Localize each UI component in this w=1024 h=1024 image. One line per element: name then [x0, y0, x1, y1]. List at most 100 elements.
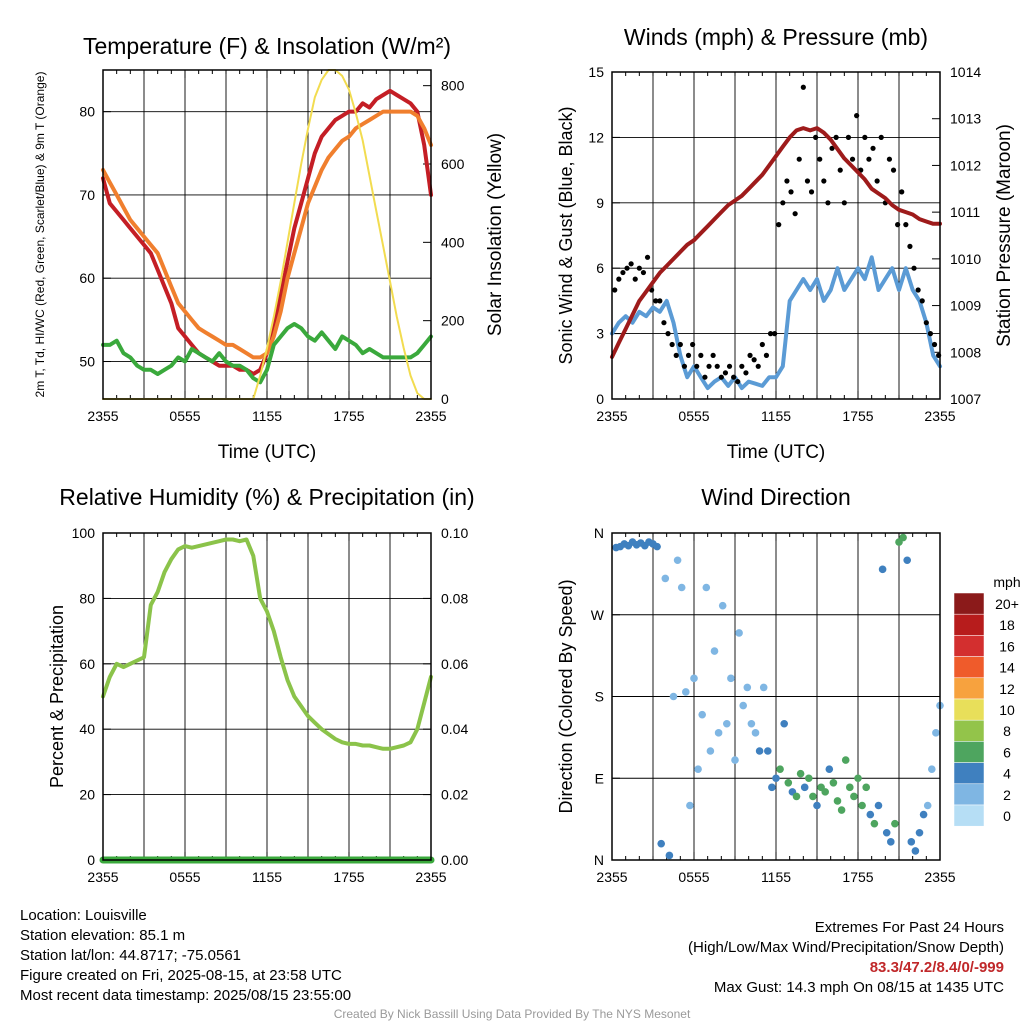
- colorbar-swatch: [953, 677, 985, 700]
- direction-point: [878, 565, 887, 574]
- direction-point: [874, 801, 883, 810]
- colorbar-swatch: [953, 762, 985, 785]
- y-tick-label: 9: [596, 195, 604, 211]
- gust-point: [808, 189, 815, 195]
- y2-tick-label: 0.02: [441, 787, 468, 803]
- direction-point: [727, 674, 735, 683]
- direction-point: [800, 783, 809, 792]
- y2-tick-label: 1007: [950, 391, 981, 407]
- chart-title: Wind Direction: [701, 484, 851, 510]
- x-axis-label: Time (UTC): [218, 442, 317, 463]
- direction-point: [907, 838, 916, 846]
- direction-point: [825, 765, 834, 773]
- gust-point: [837, 167, 843, 173]
- colorbar-label: 12: [999, 681, 1015, 697]
- y-tick-label: 100: [72, 525, 96, 541]
- recent-data-text: Most recent data timestamp: 2025/08/15 2…: [20, 987, 352, 1004]
- x-tick-label: 2355: [596, 408, 627, 424]
- gust-point: [624, 265, 630, 271]
- direction-point: [677, 583, 686, 592]
- colorbar-swatch: [953, 592, 985, 615]
- gust-point: [755, 363, 761, 369]
- colorbar-swatch: [953, 656, 985, 679]
- gust-point: [706, 363, 712, 369]
- x-tick-label: 1755: [333, 869, 364, 885]
- chart-1: Temperature (F) & Insolation (W/m²)2355 0…: [33, 33, 506, 463]
- x-tick-label: 0555: [678, 869, 709, 885]
- y2-axis-label: Solar Insolation (Yellow): [485, 133, 506, 336]
- y-tick-label: 60: [79, 656, 95, 672]
- colorbar-label: 4: [1003, 766, 1011, 782]
- gust-point: [817, 156, 823, 162]
- gust-point: [833, 134, 839, 140]
- direction-point: [780, 719, 788, 728]
- colorbar-swatch: [953, 719, 985, 742]
- gust-point: [911, 265, 917, 271]
- direction-point: [784, 778, 793, 787]
- gust-point: [612, 287, 618, 293]
- colorbar-label: 8: [1003, 723, 1011, 739]
- direction-point: [821, 788, 829, 796]
- direction-point: [714, 729, 723, 737]
- direction-point: [919, 810, 928, 819]
- gust-point: [907, 243, 913, 249]
- gust-point: [759, 341, 765, 348]
- direction-point: [743, 683, 752, 692]
- gust-point: [866, 156, 872, 162]
- series-line-3: [101, 322, 433, 385]
- plot-frame: [102, 69, 432, 400]
- colorbar-swatch: [953, 804, 985, 827]
- gust-point: [927, 331, 934, 337]
- gust-point: [735, 378, 741, 385]
- created-text: Figure created on Fri, 2025-08-15, at 23…: [20, 967, 342, 984]
- y2-tick-label: 1012: [950, 157, 981, 173]
- y2-tick-label: 0.06: [441, 656, 468, 672]
- gust-point: [870, 145, 876, 151]
- direction-point: [809, 792, 817, 801]
- colorbar-label: 6: [1003, 744, 1011, 760]
- direction-point: [792, 792, 801, 801]
- direction-point: [759, 683, 768, 692]
- gust-point: [698, 352, 704, 358]
- x-tick-label: 2355: [924, 408, 955, 424]
- gust-point: [702, 374, 708, 380]
- x-tick-label: 1155: [761, 869, 791, 885]
- y-axis-label: Percent & Precipitation: [47, 605, 67, 788]
- gust-point: [710, 352, 716, 358]
- x-tick-label: 0555: [169, 869, 200, 885]
- y2-tick-label: 0.10: [441, 525, 468, 541]
- x-tick-label: 1155: [761, 408, 791, 424]
- y-tick-label: S: [595, 689, 604, 705]
- gust-point: [653, 298, 659, 304]
- gust-point: [616, 276, 622, 282]
- direction-point: [764, 747, 772, 755]
- direction-point: [776, 765, 784, 773]
- gust-point: [640, 269, 647, 276]
- y-tick-label: 20: [79, 787, 95, 803]
- direction-point: [846, 783, 854, 792]
- colorbar-label: 10: [999, 702, 1015, 718]
- y2-tick-label: 200: [441, 313, 465, 329]
- direction-point: [854, 774, 862, 783]
- gust-point: [739, 363, 745, 369]
- colorbar-label: 2: [1003, 787, 1011, 803]
- gust-point: [813, 134, 819, 140]
- gust-point: [743, 370, 749, 376]
- direction-point: [653, 542, 661, 551]
- gust-point: [731, 374, 737, 380]
- y2-tick-label: 0.08: [441, 590, 468, 606]
- extremes-values: 83.3/47.2/8.4/0/-999: [869, 959, 1004, 976]
- gust-point: [673, 352, 679, 358]
- latlon-text: Station lat/lon: 44.8717; -75.0561: [20, 947, 242, 964]
- y2-tick-label: 1013: [950, 111, 981, 127]
- gust-point: [845, 134, 852, 140]
- direction-point: [841, 756, 850, 764]
- colorbar-label: 0: [1003, 808, 1011, 824]
- y-tick-label: 50: [79, 354, 95, 370]
- extremes-legend: (High/Low/Max Wind/Precipitation/Snow De…: [688, 939, 1004, 956]
- colorbar-label: 16: [999, 638, 1015, 654]
- direction-point: [862, 783, 870, 792]
- gust-point: [886, 156, 893, 162]
- y-tick-label: 0: [596, 391, 604, 407]
